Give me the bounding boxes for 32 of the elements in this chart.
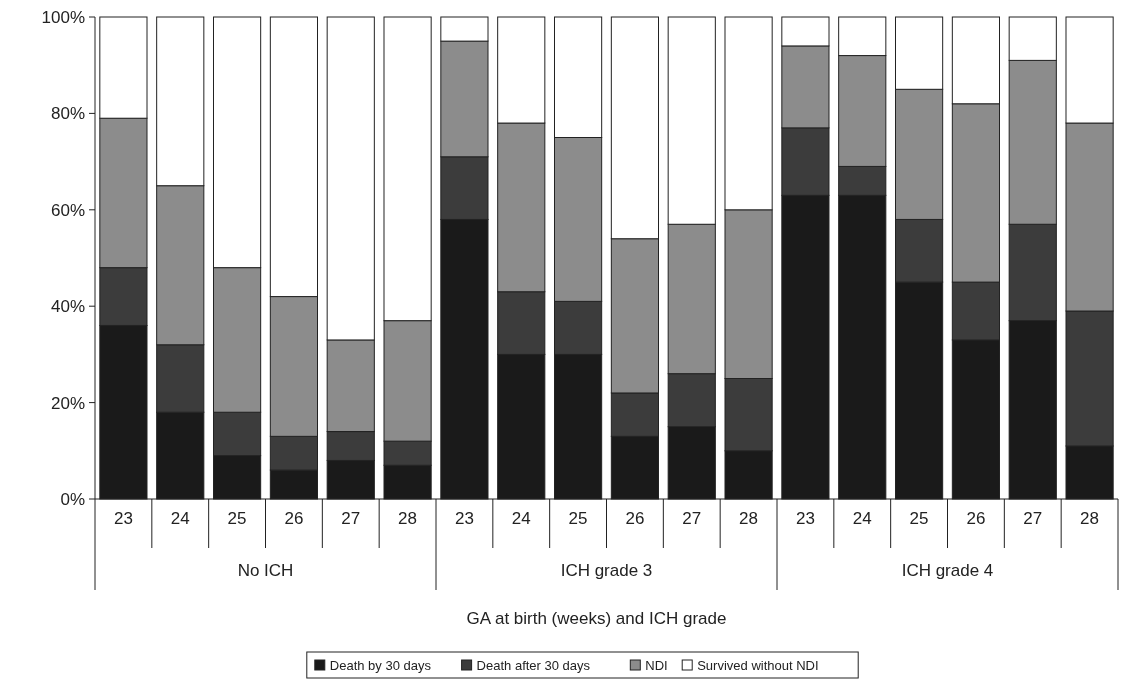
y-tick-label: 60%	[50, 200, 85, 220]
x-tick-label: 26	[966, 508, 986, 528]
x-tick-label: 25	[568, 508, 588, 528]
x-tick-label: 23	[795, 508, 815, 528]
x-tick-label: 23	[454, 508, 474, 528]
y-tick-label: 80%	[50, 104, 85, 124]
y-tick-label: 100%	[41, 7, 85, 27]
text: ICH grade 4	[901, 560, 994, 580]
legend-label: Survived without NDI	[697, 657, 819, 673]
x-tick-label: 26	[284, 508, 304, 528]
legend-label: Death by 30 days	[329, 657, 432, 673]
x-tick-label: 25	[227, 508, 247, 528]
text: No ICH	[237, 560, 294, 580]
x-tick-label: 28	[1080, 508, 1100, 528]
x-tick-label: 27	[682, 508, 702, 528]
y-tick-label: 0%	[60, 489, 85, 509]
x-tick-label: 26	[625, 508, 645, 528]
x-tick-label: 28	[739, 508, 759, 528]
x-tick-label: 25	[909, 508, 929, 528]
x-tick-label: 27	[1023, 508, 1043, 528]
x-tick-label: 27	[341, 508, 361, 528]
y-tick-label: 20%	[50, 393, 85, 413]
x-tick-label: 24	[852, 508, 872, 528]
x-tick-label: 24	[170, 508, 190, 528]
x-axis-title: GA at birth (weeks) and ICH grade	[466, 608, 727, 628]
x-tick-label: 23	[113, 508, 133, 528]
legend-label: Death after 30 days	[476, 657, 591, 673]
legend-label: NDI	[645, 657, 668, 673]
x-tick-label: 24	[511, 508, 531, 528]
text: ICH grade 3	[560, 560, 653, 580]
y-tick-label: 40%	[50, 297, 85, 317]
x-tick-label: 28	[398, 508, 418, 528]
